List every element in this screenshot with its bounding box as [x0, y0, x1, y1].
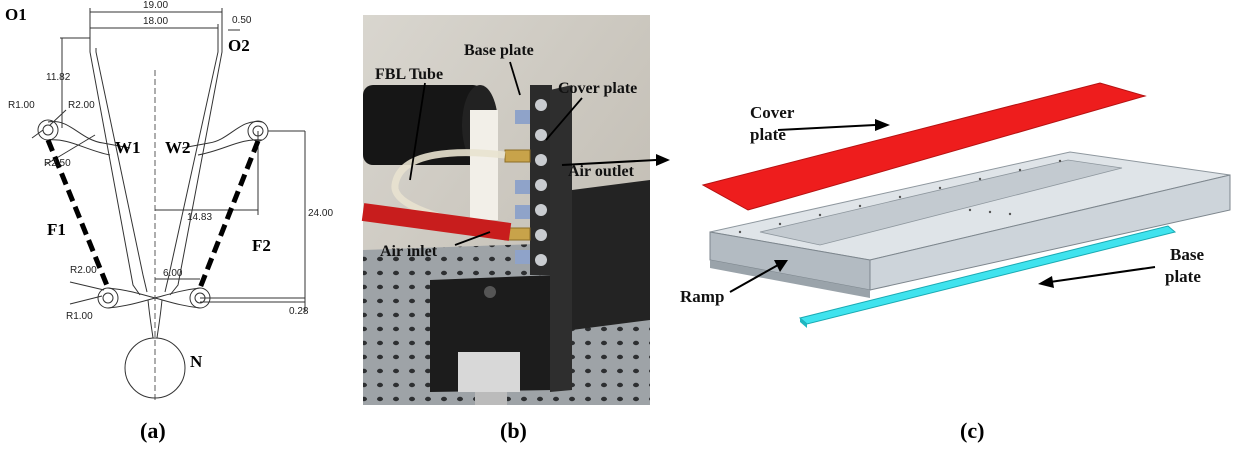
dim-r200-bottom: R2.00 [70, 265, 97, 276]
photo-illustration [361, 15, 670, 405]
label-f1: F1 [47, 220, 66, 239]
wall-left-inner [95, 48, 148, 293]
caption-a: (a) [140, 418, 166, 443]
label-cover-plate: Cover plate [558, 80, 638, 97]
dim-050: 0.50 [232, 15, 252, 26]
label-o1: O1 [5, 5, 27, 24]
dim-19: 19.00 [143, 0, 169, 11]
label-ramp: Ramp [680, 287, 725, 306]
dim-r250: R2.50 [44, 158, 71, 169]
label-cover: Cover [750, 103, 795, 122]
hinge-o1 [37, 119, 59, 141]
arm-f1 [45, 139, 111, 289]
label-base: Base [1170, 245, 1204, 264]
label-air-outlet: Air outlet [568, 163, 634, 180]
dim-1483: 14.83 [187, 212, 213, 223]
wall-left-outer [89, 48, 141, 296]
label-fbl-tube: FBL Tube [375, 66, 444, 83]
panel-a-drawing: O1 O2 W1 W2 F1 F2 N 19.00 18.00 0.50 11.… [0, 0, 340, 450]
hinge-bottom-left [97, 287, 119, 309]
ramp-face [869, 174, 1231, 291]
label-air-inlet: Air inlet [380, 243, 438, 260]
label-w1: W1 [115, 138, 141, 157]
wall-right-inner [164, 48, 219, 293]
red-hose [361, 203, 512, 241]
base-plate-shape [798, 225, 1177, 325]
mount-block [458, 352, 520, 392]
dim-2400: 24.00 [308, 208, 334, 219]
right-device [572, 180, 650, 330]
caption-b: (b) [500, 418, 527, 443]
roller-n [124, 337, 186, 399]
panel-c-exploded-view: Cover plate Base plate Ramp (c) [670, 0, 1237, 450]
geometry-drawing [31, 8, 306, 400]
white-block [470, 110, 498, 220]
panel-b-photo: Base plate Cover plate FBL Tube Air outl… [340, 0, 670, 450]
caption-c: (c) [960, 418, 985, 443]
dim-r100-bottom: R1.00 [66, 311, 93, 322]
dim-18: 18.00 [143, 16, 169, 27]
cover-plate-shape [701, 82, 1147, 211]
label-cover-plate-line2: plate [750, 125, 786, 144]
fitting [504, 149, 531, 163]
label-base-plate: Base plate [464, 42, 534, 59]
exploded-view [701, 82, 1231, 328]
label-o2: O2 [228, 36, 250, 55]
label-w2: W2 [165, 138, 191, 157]
dim-1182: 11.82 [46, 72, 71, 83]
dim-r100-top: R1.00 [8, 100, 35, 111]
label-f2: F2 [252, 236, 271, 255]
dim-028: 0.28 [289, 306, 309, 317]
wall-right-outer [169, 48, 223, 296]
arm-f2 [197, 140, 261, 289]
dim-600: 6.00 [163, 268, 183, 279]
label-n: N [190, 352, 203, 371]
label-base-plate-line2: plate [1165, 267, 1201, 286]
black-barrel [363, 85, 483, 165]
dim-r200-top: R2.00 [68, 100, 95, 111]
